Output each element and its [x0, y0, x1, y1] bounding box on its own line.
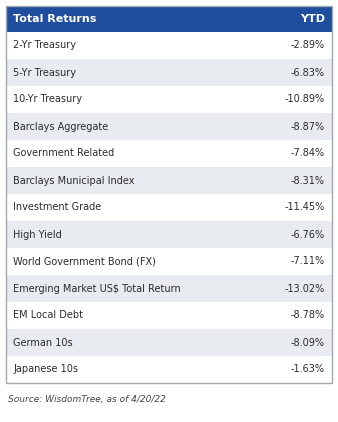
- Bar: [6, 59, 332, 86]
- Text: 5-Yr Treasury: 5-Yr Treasury: [13, 68, 76, 78]
- Text: EM Local Debt: EM Local Debt: [13, 311, 83, 320]
- Bar: [6, 221, 332, 248]
- Text: YTD: YTD: [300, 14, 325, 24]
- Bar: [6, 140, 332, 167]
- Bar: [6, 113, 332, 140]
- Bar: [6, 194, 332, 221]
- Text: -10.89%: -10.89%: [285, 95, 325, 105]
- Text: -8.78%: -8.78%: [291, 311, 325, 320]
- Text: -8.09%: -8.09%: [291, 338, 325, 347]
- Bar: [6, 356, 332, 383]
- Bar: [6, 302, 332, 329]
- Text: High Yield: High Yield: [13, 230, 62, 240]
- Bar: [6, 248, 332, 275]
- Text: -6.83%: -6.83%: [291, 68, 325, 78]
- Text: World Government Bond (FX): World Government Bond (FX): [13, 257, 156, 267]
- Text: Emerging Market US$ Total Return: Emerging Market US$ Total Return: [13, 284, 181, 293]
- Text: -1.63%: -1.63%: [291, 365, 325, 374]
- Text: -11.45%: -11.45%: [285, 203, 325, 213]
- Bar: [6, 329, 332, 356]
- Bar: [6, 6, 332, 383]
- Text: -7.11%: -7.11%: [291, 257, 325, 267]
- Bar: [6, 167, 332, 194]
- Text: Total Returns: Total Returns: [13, 14, 96, 24]
- Text: -2.89%: -2.89%: [291, 41, 325, 51]
- Text: -8.31%: -8.31%: [291, 176, 325, 186]
- Text: -13.02%: -13.02%: [285, 284, 325, 293]
- Bar: [6, 6, 332, 32]
- Text: -6.76%: -6.76%: [291, 230, 325, 240]
- Text: Government Related: Government Related: [13, 149, 114, 159]
- Text: Investment Grade: Investment Grade: [13, 203, 101, 213]
- Text: Source: WisdomTree, as of 4/20/22: Source: WisdomTree, as of 4/20/22: [8, 395, 166, 404]
- Text: 10-Yr Treasury: 10-Yr Treasury: [13, 95, 82, 105]
- Text: -7.84%: -7.84%: [291, 149, 325, 159]
- Text: Japanese 10s: Japanese 10s: [13, 365, 78, 374]
- Text: Barclays Aggregate: Barclays Aggregate: [13, 122, 108, 132]
- Text: 2-Yr Treasury: 2-Yr Treasury: [13, 41, 76, 51]
- Bar: [6, 86, 332, 113]
- Text: Barclays Municipal Index: Barclays Municipal Index: [13, 176, 135, 186]
- Bar: [6, 32, 332, 59]
- Bar: [6, 275, 332, 302]
- Text: -8.87%: -8.87%: [291, 122, 325, 132]
- Text: German 10s: German 10s: [13, 338, 73, 347]
